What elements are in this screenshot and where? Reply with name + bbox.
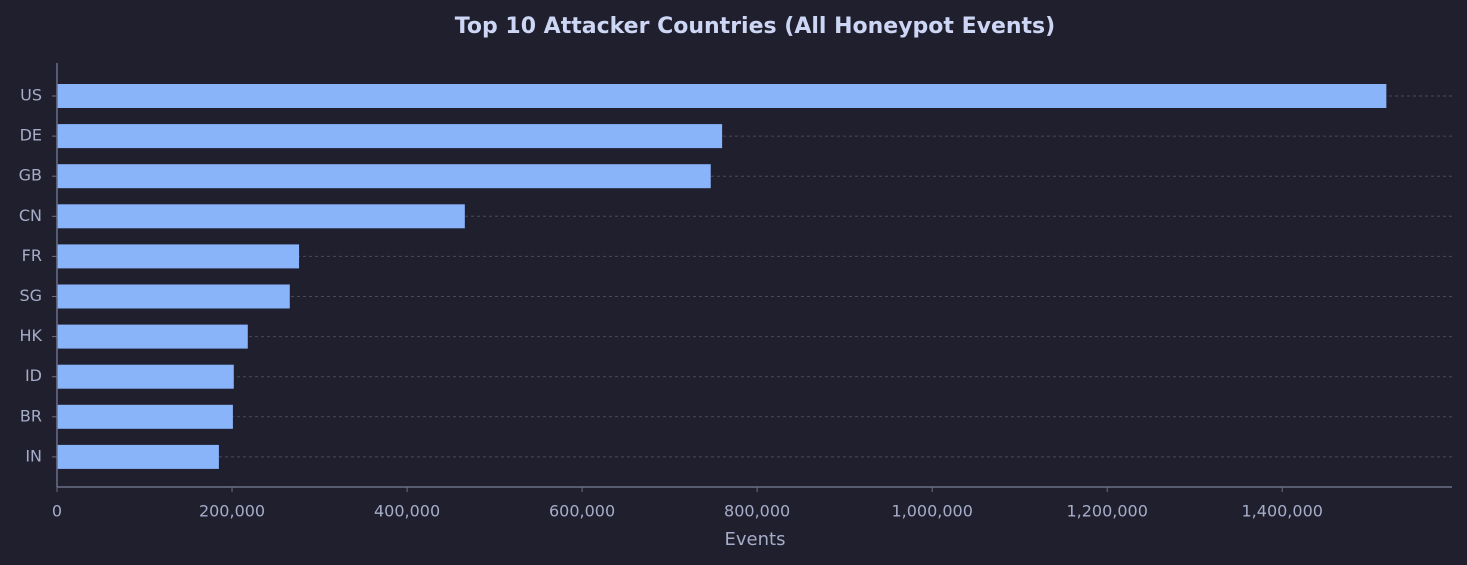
y-tick-label: DE — [20, 126, 42, 145]
bar — [57, 204, 465, 229]
x-tick-label: 600,000 — [549, 502, 615, 521]
bar — [57, 244, 300, 269]
y-tick-label: HK — [19, 326, 42, 345]
bar — [57, 284, 290, 309]
y-tick-label: US — [20, 86, 42, 105]
y-tick-label: SG — [19, 286, 42, 305]
y-tick-label: FR — [22, 246, 42, 265]
bar — [57, 324, 248, 349]
bar — [57, 364, 234, 389]
y-tick-label: CN — [19, 206, 42, 225]
x-axis-label: Events — [725, 529, 786, 550]
x-tick-label: 1,200,000 — [1066, 502, 1147, 521]
y-tick-label: BR — [20, 406, 42, 425]
bar — [57, 84, 1387, 108]
x-tick-label: 400,000 — [374, 502, 440, 521]
x-tick-label: 800,000 — [724, 502, 790, 521]
chart-title: Top 10 Attacker Countries (All Honeypot … — [455, 14, 1055, 39]
x-tick-label: 200,000 — [199, 502, 265, 521]
y-tick-label: ID — [25, 366, 42, 385]
bar — [57, 404, 233, 429]
y-tick-label: GB — [19, 166, 42, 185]
x-tick-label: 0 — [52, 502, 62, 521]
x-tick-label: 1,400,000 — [1242, 502, 1323, 521]
x-tick-label: 1,000,000 — [891, 502, 972, 521]
bar — [57, 124, 723, 149]
bar — [57, 164, 711, 189]
y-tick-label: IN — [25, 446, 42, 465]
bar — [57, 444, 219, 469]
